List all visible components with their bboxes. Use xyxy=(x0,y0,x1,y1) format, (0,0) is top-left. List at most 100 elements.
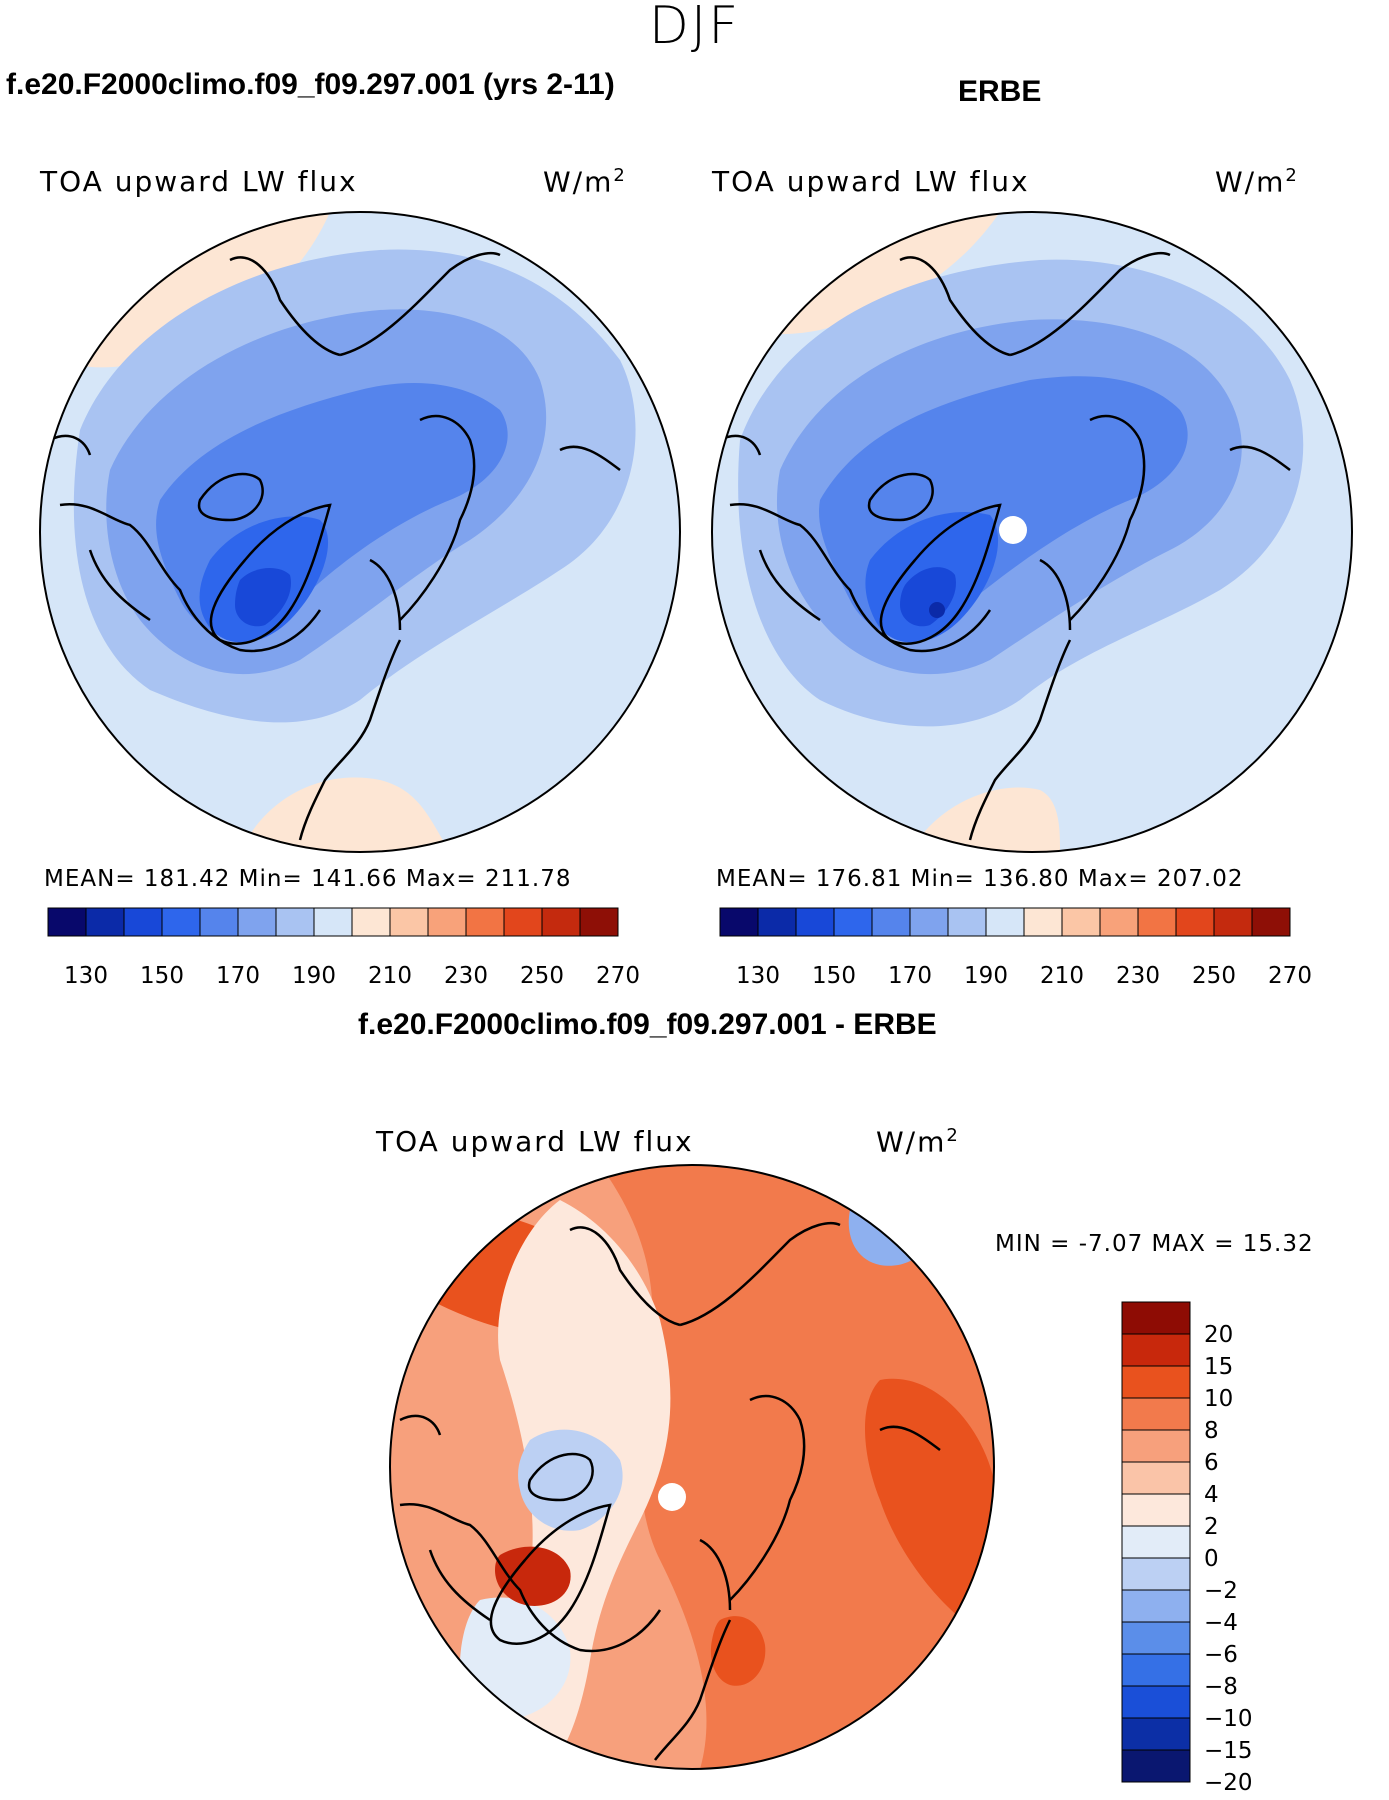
colorbar-diff-tick-label: −15 xyxy=(1204,1738,1253,1764)
colorbar-obs-swatch xyxy=(985,907,1025,937)
colorbar-model-swatch xyxy=(313,907,353,937)
coastlines-right xyxy=(719,251,1291,841)
colorbar-obs-swatch xyxy=(1023,907,1063,937)
colorbar-model-tick-label: 130 xyxy=(64,963,108,989)
colorbar-diff-swatch xyxy=(1121,1557,1191,1591)
colorbar-obs: 130 150 170 190 210 230 250 270 xyxy=(719,907,1312,989)
colorbar-diff-swatch xyxy=(1121,1301,1191,1335)
map-field-level-130 xyxy=(929,602,945,618)
colorbar-model-swatch xyxy=(123,907,163,937)
colorbar-model: 130 150 170 190 210 230 250 270 xyxy=(47,907,640,989)
colorbar-model-tick-label: 230 xyxy=(444,963,488,989)
model-polar-map xyxy=(39,211,681,853)
colorbar-obs-swatch xyxy=(833,907,873,937)
map-field-level-210-south xyxy=(910,787,1060,852)
colorbar-model-tick-label: 170 xyxy=(216,963,260,989)
colorbar-diff-swatch xyxy=(1121,1589,1191,1623)
colorbar-diff-tick-label: 2 xyxy=(1204,1514,1219,1540)
map-field-level-210-south xyxy=(240,777,450,852)
colorbar-model-tick-label: 190 xyxy=(292,963,336,989)
colorbar-diff-tick-label: 6 xyxy=(1204,1450,1219,1476)
colorbar-obs-swatch xyxy=(1061,907,1101,937)
colorbar-obs-swatch xyxy=(947,907,987,937)
colorbar-diff-tick-label: −10 xyxy=(1204,1706,1253,1732)
diff-title: f.e20.F2000climo.f09_f09.297.001 - ERBE xyxy=(358,1008,937,1041)
colorbar-diff-swatch xyxy=(1121,1717,1191,1751)
diff-field-level-minus2 xyxy=(518,1429,623,1531)
colorbar-model-swatch xyxy=(85,907,125,937)
colorbar-obs-swatch xyxy=(1137,907,1177,937)
colorbar-diff-tick-label: −8 xyxy=(1204,1674,1238,1700)
colorbar-model-swatch xyxy=(275,907,315,937)
right-variable-label: TOA upward LW flux xyxy=(712,165,1030,198)
colorbar-diff-swatch xyxy=(1121,1365,1191,1399)
colorbar-diff-swatch xyxy=(1121,1653,1191,1687)
colorbar-model-swatch xyxy=(541,907,581,937)
diff-field-level-6 xyxy=(600,1165,994,1769)
colorbar-model-swatch xyxy=(237,907,277,937)
colorbar-diff-tick-label: 15 xyxy=(1204,1354,1233,1380)
colorbar-obs-swatch xyxy=(1099,907,1139,937)
colorbar-diff-tick-label: −6 xyxy=(1204,1642,1238,1668)
diff-field-level-15 xyxy=(495,1546,571,1606)
colorbar-obs-swatch xyxy=(871,907,911,937)
left-units-label: W/m2 xyxy=(543,165,627,199)
colorbar-diff-swatch xyxy=(1121,1685,1191,1719)
colorbar-obs-tick-label: 210 xyxy=(1040,963,1084,989)
colorbar-obs-swatch xyxy=(1251,907,1291,937)
colorbar-model-tick-label: 270 xyxy=(596,963,640,989)
map-boundary xyxy=(39,211,681,853)
colorbar-obs-tick-label: 250 xyxy=(1192,963,1236,989)
left-stats: MEAN= 181.42 Min= 141.66 Max= 211.78 xyxy=(44,866,572,892)
diff-minmax: MIN = -7.07 MAX = 15.32 xyxy=(995,1231,1314,1257)
colorbar-diff-tick-label: 20 xyxy=(1204,1322,1233,1348)
colorbar-model-swatch xyxy=(427,907,467,937)
colorbar-model-tick-label: 250 xyxy=(520,963,564,989)
pole-hole xyxy=(999,516,1027,544)
map-field-level-140 xyxy=(235,568,291,627)
colorbar-model-swatch xyxy=(47,907,87,937)
colorbar-obs-tick-label: 270 xyxy=(1268,963,1312,989)
colorbar-model-swatch xyxy=(351,907,391,937)
colorbar-obs-tick-label: 170 xyxy=(888,963,932,989)
colorbar-diff-swatch xyxy=(1121,1397,1191,1431)
obs-polar-map xyxy=(711,211,1353,853)
colorbar-diff-tick-label: 8 xyxy=(1204,1418,1219,1444)
colorbar-obs-swatch xyxy=(719,907,759,937)
diff-field-level-minus4 xyxy=(848,1181,931,1266)
colorbar-diff-tick-label: −4 xyxy=(1204,1610,1238,1636)
colorbar-model-swatch xyxy=(503,907,543,937)
colorbar-model-tick-label: 150 xyxy=(140,963,184,989)
diff-variable-label: TOA upward LW flux xyxy=(376,1125,694,1158)
colorbar-model-swatch xyxy=(161,907,201,937)
colorbar-model-swatch xyxy=(579,907,619,937)
colorbar-diff-swatch xyxy=(1121,1429,1191,1463)
colorbar-diff-tick-label: −2 xyxy=(1204,1578,1238,1604)
colorbar-model-tick-label: 210 xyxy=(368,963,412,989)
difference-polar-map xyxy=(389,1164,995,1770)
colorbar-obs-tick-label: 190 xyxy=(964,963,1008,989)
pole-hole xyxy=(658,1483,686,1511)
coastlines-diff xyxy=(399,1221,941,1761)
obs-title: ERBE xyxy=(958,75,1042,108)
right-units-label: W/m2 xyxy=(1215,165,1299,199)
colorbar-diff-tick-label: 4 xyxy=(1204,1482,1219,1508)
colorbar-diff-tick-label: 10 xyxy=(1204,1386,1233,1412)
right-stats: MEAN= 176.81 Min= 136.80 Max= 207.02 xyxy=(716,866,1244,892)
coastlines-left xyxy=(49,251,621,841)
colorbar-model-swatch xyxy=(465,907,505,937)
colorbar-obs-swatch xyxy=(1175,907,1215,937)
colorbar-diff-tick-label: 0 xyxy=(1204,1546,1219,1572)
colorbar-obs-tick-label: 230 xyxy=(1116,963,1160,989)
colorbar-diff-swatch xyxy=(1121,1461,1191,1495)
diff-field-level-8 xyxy=(865,1378,994,1640)
colorbar-diff-tick-label: −20 xyxy=(1204,1770,1253,1796)
colorbar-obs-tick-label: 130 xyxy=(736,963,780,989)
colorbar-diff-swatch xyxy=(1121,1493,1191,1527)
colorbar-obs-swatch xyxy=(795,907,835,937)
diff-units-label: W/m2 xyxy=(876,1125,960,1159)
colorbar-obs-swatch xyxy=(909,907,949,937)
season-title: DJF xyxy=(648,0,741,56)
colorbar-obs-tick-label: 150 xyxy=(812,963,856,989)
